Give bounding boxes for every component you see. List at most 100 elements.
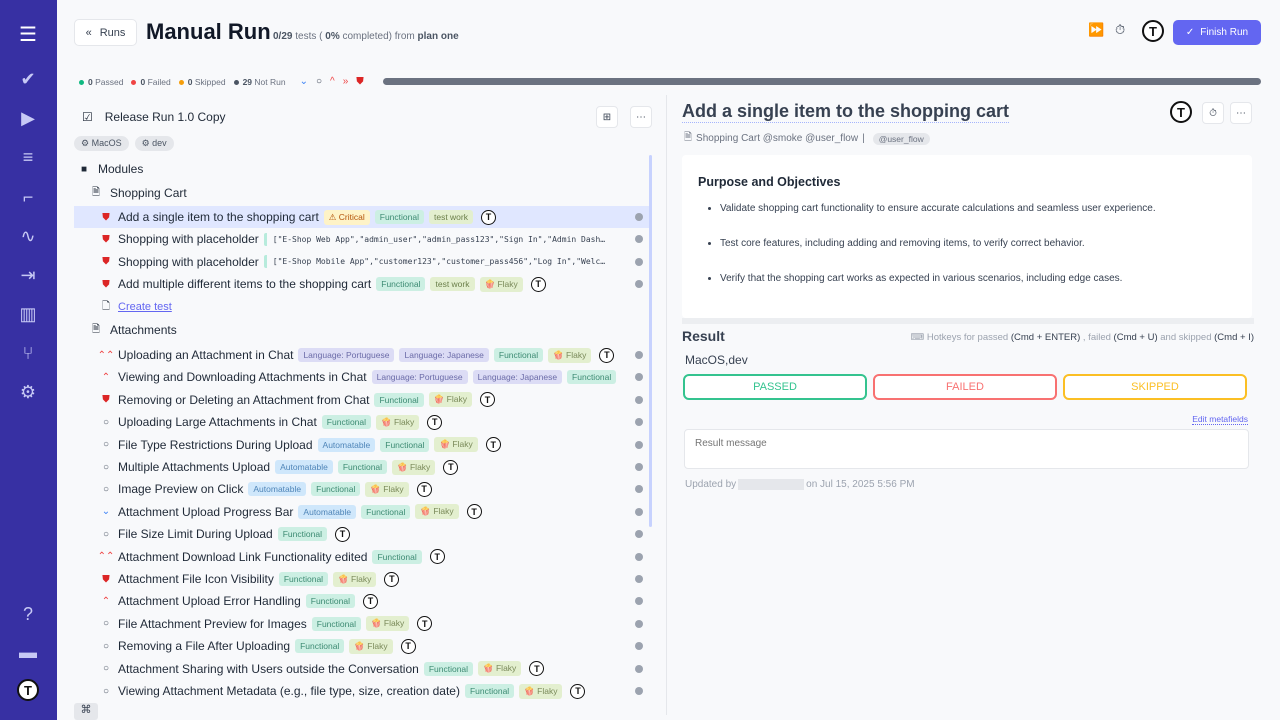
tree-scrollbar[interactable] bbox=[649, 155, 652, 527]
back-to-runs-button[interactable]: «Runs bbox=[74, 19, 137, 46]
test-row[interactable]: ⌃ Attachment Upload Error Handling Functio… bbox=[74, 590, 649, 612]
play-circle-icon[interactable]: ▶ bbox=[21, 107, 35, 128]
stat-label: Not Run bbox=[254, 76, 286, 87]
status-dot[interactable] bbox=[635, 552, 643, 561]
test-row[interactable]: ⛊ Add multiple different items to the sho… bbox=[74, 273, 649, 295]
profile-avatar[interactable]: T bbox=[14, 676, 42, 704]
suite-shopping-cart[interactable]: 🗎 Shopping Cart bbox=[74, 182, 649, 204]
suite-attachments[interactable]: 🗎 Attachments bbox=[74, 319, 649, 341]
checklist-icon[interactable]: ≡ bbox=[22, 146, 34, 167]
filter-priority-low-icon[interactable]: ⌄ bbox=[299, 76, 308, 87]
create-test-label[interactable]: Create test bbox=[118, 301, 172, 313]
edit-metafields-link[interactable]: Edit metafields bbox=[1192, 414, 1248, 425]
folders-icon[interactable]: ▬ bbox=[19, 641, 37, 662]
status-dot[interactable] bbox=[635, 235, 643, 244]
git-branch-icon[interactable]: ⑂ bbox=[22, 342, 34, 363]
test-row[interactable]: ⌄ Attachment Upload Progress Bar Automatab… bbox=[74, 501, 649, 523]
assignee-avatar: T bbox=[599, 347, 615, 363]
status-dot[interactable] bbox=[635, 485, 643, 494]
help-icon[interactable]: ? bbox=[22, 603, 33, 624]
detail-more-button[interactable]: ⋯ bbox=[1230, 102, 1252, 124]
status-dot[interactable] bbox=[635, 575, 643, 583]
test-title: File Size Limit During Upload bbox=[118, 527, 273, 542]
test-row[interactable]: ⛊ Shopping with placeholder ["E-Shop Web A… bbox=[74, 228, 649, 250]
result-env: MacOS,dev bbox=[685, 353, 748, 367]
report-chart-icon[interactable]: ▥ bbox=[19, 303, 37, 324]
test-title[interactable]: Add a single item to the shopping cart bbox=[682, 101, 1010, 123]
status-dot[interactable] bbox=[635, 440, 643, 449]
test-row[interactable]: ○ Image Preview on Click Automatable Functi… bbox=[74, 478, 649, 500]
priority-normal-icon: ○ bbox=[102, 618, 110, 630]
test-row[interactable]: ⛊ Attachment File Icon Visibility Function… bbox=[74, 568, 649, 590]
menu-icon[interactable]: ☰ bbox=[19, 23, 37, 46]
test-row[interactable]: ○ Attachment Sharing with Users outside t… bbox=[74, 658, 649, 680]
stat-failed[interactable]: 0 Failed bbox=[131, 77, 171, 87]
status-dot[interactable] bbox=[635, 213, 643, 221]
tag-functional: Functional bbox=[493, 348, 544, 362]
command-icon[interactable]: ⌘ bbox=[74, 703, 98, 720]
status-dot[interactable] bbox=[635, 463, 643, 471]
user-avatar[interactable]: T bbox=[1142, 20, 1164, 42]
status-dot[interactable] bbox=[635, 351, 643, 359]
test-row[interactable]: ⛊ Shopping with placeholder ["E-Shop Mobil… bbox=[74, 251, 649, 273]
test-row[interactable]: ⌃ Viewing and Downloading Attachments in … bbox=[74, 366, 649, 388]
tree-toggle-button[interactable]: ⊞ bbox=[596, 106, 618, 128]
timer-icon[interactable]: ⏱ bbox=[1115, 22, 1126, 37]
stairs-icon[interactable]: ⌐ bbox=[22, 186, 34, 207]
resize-handle[interactable] bbox=[682, 318, 1254, 324]
check-icon[interactable]: ✔ bbox=[20, 68, 36, 89]
skipped-button[interactable]: SKIPPED bbox=[1063, 374, 1247, 400]
settings-gear-icon[interactable]: ⚙ bbox=[19, 381, 37, 402]
failed-button[interactable]: FAILED bbox=[873, 374, 1057, 400]
priority-high-icon: ⌃ bbox=[101, 371, 111, 383]
filter-priority-critical-icon[interactable]: » bbox=[342, 76, 349, 87]
test-row[interactable]: ○ File Type Restrictions During Upload Aut… bbox=[74, 434, 649, 456]
import-icon[interactable]: ⇥ bbox=[20, 264, 36, 285]
status-dot[interactable] bbox=[635, 687, 643, 695]
timer-button[interactable]: ⏱ bbox=[1202, 102, 1224, 124]
create-test-link[interactable]: 🗋 Create test bbox=[74, 296, 649, 318]
status-dot[interactable] bbox=[635, 418, 643, 427]
status-dot[interactable] bbox=[635, 530, 643, 539]
test-row[interactable]: ⛊ Removing or Deleting an Attachment from… bbox=[74, 389, 649, 411]
status-dot[interactable] bbox=[635, 664, 643, 673]
stat-not-run[interactable]: 29 Not Run bbox=[233, 76, 286, 87]
panel-resizer[interactable] bbox=[666, 95, 669, 715]
filter-priority-high-icon[interactable]: ^ bbox=[330, 76, 335, 87]
stat-passed[interactable]: 0 Passed bbox=[79, 77, 123, 87]
fast-forward-icon[interactable]: ⏩ bbox=[1088, 22, 1105, 37]
status-dot[interactable] bbox=[635, 507, 643, 516]
modules-folder[interactable]: ■ Modules bbox=[74, 158, 649, 180]
assignee-avatar: T bbox=[570, 683, 586, 699]
test-row[interactable]: ⛊ Add a single item to the shopping cart ⚠… bbox=[74, 206, 649, 228]
status-dot[interactable] bbox=[635, 619, 643, 628]
filter-priority-normal-icon[interactable]: ○ bbox=[315, 76, 323, 87]
test-row[interactable]: ○ Uploading Large Attachments in Chat Func… bbox=[74, 411, 649, 433]
passed-button[interactable]: PASSED bbox=[683, 374, 867, 400]
test-title: File Type Restrictions During Upload bbox=[118, 437, 313, 452]
assignee-avatar[interactable]: T bbox=[1170, 101, 1192, 123]
more-options-button[interactable]: ⋯ bbox=[630, 106, 652, 128]
priority-normal-icon: ○ bbox=[102, 640, 110, 652]
status-dot[interactable] bbox=[635, 257, 643, 266]
test-title: Add a single item to the shopping cart bbox=[118, 210, 319, 224]
test-row[interactable]: ○ Removing a File After Uploading Function… bbox=[74, 635, 649, 657]
test-row[interactable]: ⌃⌃ Uploading an Attachment in Chat Languag… bbox=[74, 344, 649, 366]
filter-priority-blocker-icon[interactable]: ⛊ bbox=[356, 76, 364, 87]
priority-normal-icon: ○ bbox=[102, 483, 110, 495]
priority-critical-icon: ⌃⌃ bbox=[97, 349, 115, 361]
status-dot[interactable] bbox=[635, 395, 643, 404]
test-row[interactable]: ○ File Size Limit During Upload Functional… bbox=[74, 523, 649, 545]
test-row[interactable]: ○ File Attachment Preview for Images Funct… bbox=[74, 613, 649, 635]
status-dot[interactable] bbox=[635, 642, 643, 651]
result-message-input[interactable] bbox=[684, 429, 1249, 469]
test-row[interactable]: ○ Multiple Attachments Upload Automatable F… bbox=[74, 456, 649, 478]
activity-icon[interactable]: ∿ bbox=[20, 225, 36, 246]
finish-run-button[interactable]: ✓ Finish Run bbox=[1173, 20, 1261, 45]
stat-skipped[interactable]: 0 Skipped bbox=[178, 77, 226, 87]
status-dot[interactable] bbox=[635, 597, 643, 606]
status-dot[interactable] bbox=[635, 373, 643, 382]
test-row[interactable]: ○ Viewing Attachment Metadata (e.g., file… bbox=[74, 680, 649, 702]
test-row[interactable]: ⌃⌃ Attachment Download Link Functionality… bbox=[74, 546, 649, 568]
status-dot[interactable] bbox=[635, 280, 643, 289]
